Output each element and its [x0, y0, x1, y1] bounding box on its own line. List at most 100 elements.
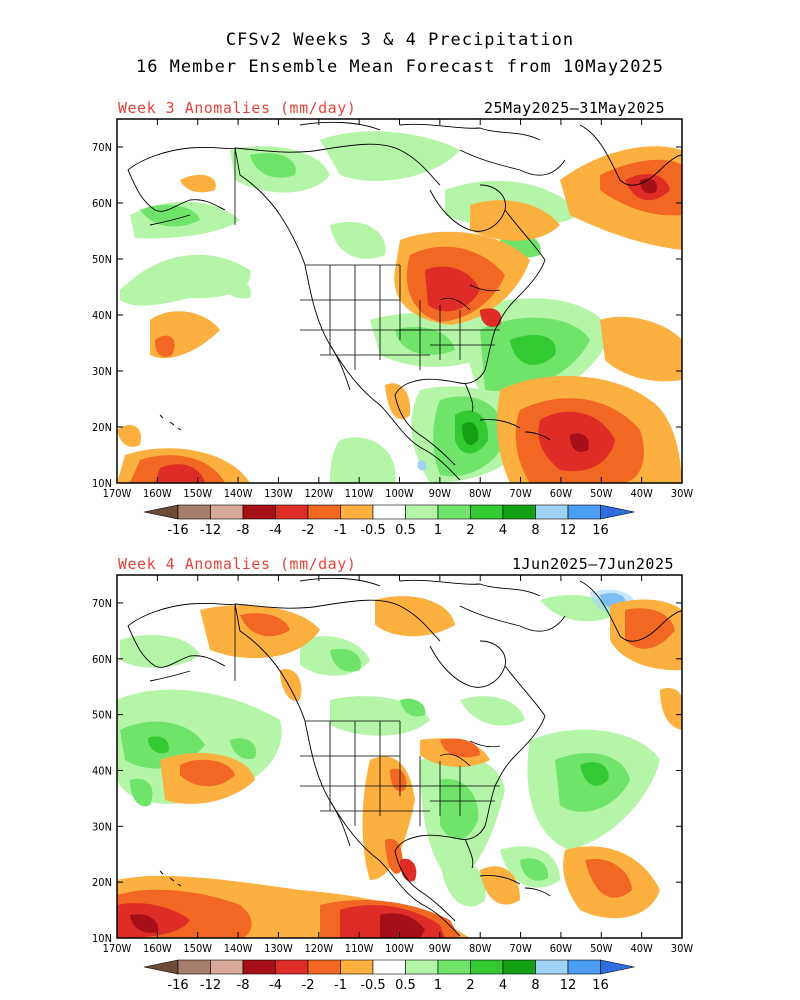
- week4-colorbar-swatch: [340, 959, 374, 975]
- week3-colorbar-label: 4: [499, 523, 507, 538]
- week4-lon-label: 150W: [183, 942, 212, 955]
- week4-colorbar-swatch: [535, 959, 569, 975]
- week4-colorbar-swatch: [275, 959, 309, 975]
- week4-lon-label: 110W: [345, 942, 374, 955]
- week4-date-range: 1Jun2025–7Jun2025: [512, 555, 675, 573]
- week3-lon-label: 110W: [345, 487, 374, 500]
- week4-lon-label: 70W: [509, 942, 532, 955]
- week4-colorbar-label: -4: [269, 978, 282, 993]
- week4-colorbar-swatch: [210, 959, 244, 975]
- week4-lat-label: 40N: [92, 764, 112, 777]
- week4-colorbar-swatch: [567, 959, 601, 975]
- week3-colorbar-label: -1: [334, 523, 347, 538]
- week3-colorbar-label: -0.5: [360, 523, 385, 538]
- week3-colorbar-label: 8: [531, 523, 539, 538]
- week3-dry-anomalies: [117, 146, 682, 483]
- week4-wet-anomalies: [117, 589, 660, 907]
- week3-lon-label: 60W: [550, 487, 573, 500]
- week4-colorbar-swatch: [307, 959, 341, 975]
- week3-colorbar-label: 2: [466, 523, 474, 538]
- week4-colorbar-label: 0.5: [395, 978, 416, 993]
- week4-colorbar-label: 1: [434, 978, 442, 993]
- week3-colorbar-arrow-right: [600, 504, 635, 520]
- week3-colorbar-swatch: [307, 504, 341, 520]
- week3-anomaly-map: [117, 119, 682, 483]
- week4-colorbar-label: -0.5: [360, 978, 385, 993]
- week4-lon-label: 170W: [103, 942, 132, 955]
- week3-lat-label: 30N: [92, 365, 112, 378]
- title-line-1: CFSv2 Weeks 3 & 4 Precipitation: [225, 30, 575, 50]
- week3-lat-label: 40N: [92, 309, 112, 322]
- week4-colorbar-label: 4: [499, 978, 507, 993]
- week4-colorbar-swatch: [470, 959, 504, 975]
- week4-colorbar-label: 8: [531, 978, 539, 993]
- week4-colorbar-label: -12: [200, 978, 221, 993]
- week3-lon-label: 50W: [590, 487, 613, 500]
- week3-colorbar-label: 16: [592, 523, 609, 538]
- week4-lon-label: 140W: [224, 942, 253, 955]
- week3-lon-label: 90W: [429, 487, 452, 500]
- week3-colorbar-label: 1: [434, 523, 442, 538]
- week3-lon-label: 160W: [143, 487, 172, 500]
- week4-dry-anomalies: [117, 596, 682, 938]
- week3-lon-label: 170W: [103, 487, 132, 500]
- week3-colorbar-swatch: [437, 504, 471, 520]
- week4-anomaly-map: [117, 575, 682, 938]
- week3-panel-title: Week 3 Anomalies (mm/day): [118, 99, 357, 117]
- week3-colorbar: -16 -12 -8 -4 -2 -1 -0.5 0.5 1 2 4 8 12 16: [143, 504, 635, 538]
- week4-colorbar-swatch: [405, 959, 439, 975]
- week4-lon-label: 80W: [469, 942, 492, 955]
- week3-lat-label: 60N: [92, 197, 112, 210]
- week4-colorbar-swatch: [177, 959, 211, 975]
- week4-lat-label: 60N: [92, 653, 112, 666]
- week3-colorbar-swatch: [340, 504, 374, 520]
- week4-colorbar-swatch: [372, 959, 406, 975]
- week4-lon-label: 100W: [385, 942, 414, 955]
- title-line-2: 16 Member Ensemble Mean Forecast from 10…: [135, 57, 665, 77]
- week3-lon-label: 140W: [224, 487, 253, 500]
- week3-colorbar-label: -12: [200, 523, 221, 538]
- week3-lat-label: 50N: [92, 253, 112, 266]
- week4-colorbar-label: -8: [237, 978, 250, 993]
- week3-lon-label: 70W: [509, 487, 532, 500]
- week4-colorbar-swatch: [437, 959, 471, 975]
- week3-lon-label: 150W: [183, 487, 212, 500]
- week4-lon-label: 40W: [630, 942, 653, 955]
- week4-lat-label: 20N: [92, 876, 112, 889]
- week4-lat-label: 10N: [92, 932, 112, 945]
- week4-lon-label: 50W: [590, 942, 613, 955]
- week4-lon-label: 120W: [304, 942, 333, 955]
- week3-colorbar-label: 12: [560, 523, 577, 538]
- week4-colorbar-arrow-left: [143, 959, 179, 975]
- week3-colorbar-swatch: [502, 504, 536, 520]
- week3-colorbar-swatch: [470, 504, 504, 520]
- week3-colorbar-swatch: [242, 504, 276, 520]
- week3-colorbar-label: -8: [237, 523, 250, 538]
- week3-colorbar-swatch: [535, 504, 569, 520]
- week3-lon-label: 80W: [469, 487, 492, 500]
- week4-colorbar-label: -16: [167, 978, 188, 993]
- week3-lon-label: 100W: [385, 487, 414, 500]
- week4-lon-label: 60W: [550, 942, 573, 955]
- week4-colorbar-label: -1: [334, 978, 347, 993]
- week4-lat-label: 30N: [92, 820, 112, 833]
- week4-colorbar-label: -2: [302, 978, 315, 993]
- week4-lat-label: 70N: [92, 597, 112, 610]
- week3-colorbar-swatch: [275, 504, 309, 520]
- week3-colorbar-swatch: [567, 504, 601, 520]
- week3-lon-label: 120W: [304, 487, 333, 500]
- week3-date-range: 25May2025–31May2025: [484, 99, 666, 117]
- week4-colorbar: -16 -12 -8 -4 -2 -1 -0.5 0.5 1 2 4 8 12 16: [143, 959, 635, 993]
- week3-lat-label: 20N: [92, 421, 112, 434]
- week3-colorbar-swatch: [372, 504, 406, 520]
- week3-lat-label: 70N: [92, 141, 112, 154]
- week4-colorbar-swatch: [502, 959, 536, 975]
- week3-colorbar-label: -2: [302, 523, 315, 538]
- week4-colorbar-swatch: [242, 959, 276, 975]
- week4-colorbar-label: 12: [560, 978, 577, 993]
- week4-lon-label: 130W: [264, 942, 293, 955]
- week3-colorbar-label: -4: [269, 523, 282, 538]
